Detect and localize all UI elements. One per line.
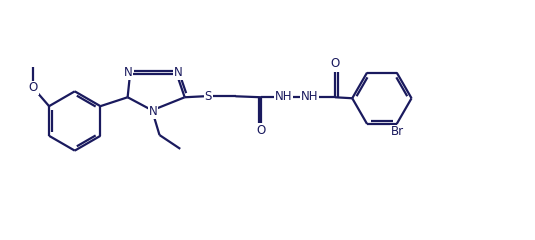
Text: NH: NH: [275, 90, 292, 103]
Text: N: N: [174, 66, 183, 79]
Text: NH: NH: [301, 90, 318, 103]
Text: Br: Br: [391, 125, 404, 138]
Text: N: N: [149, 105, 157, 118]
Text: S: S: [205, 90, 212, 103]
Text: O: O: [257, 124, 266, 137]
Text: N: N: [124, 66, 133, 79]
Text: O: O: [330, 57, 340, 70]
Text: O: O: [29, 81, 38, 94]
